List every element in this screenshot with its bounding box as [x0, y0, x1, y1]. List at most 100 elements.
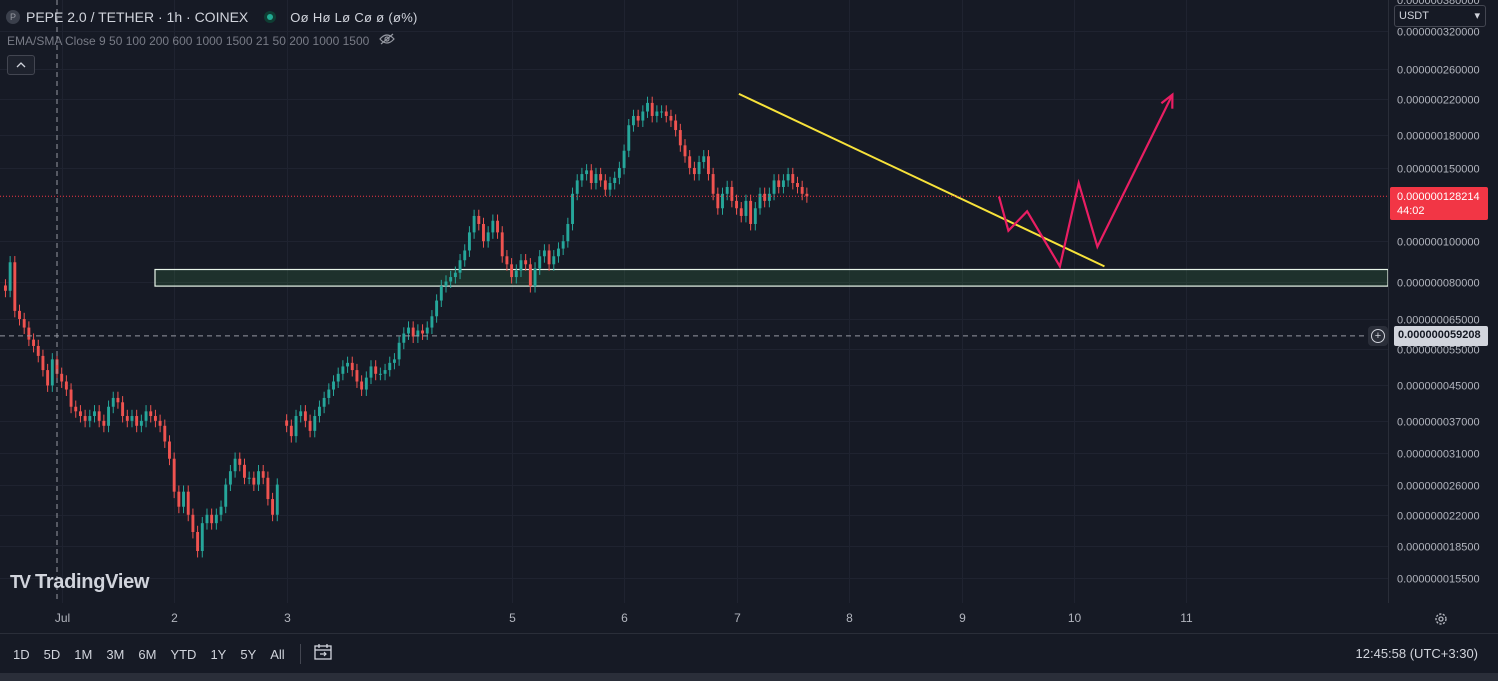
candle-body [219, 506, 223, 515]
candle-body [636, 115, 640, 121]
candle-body [3, 285, 7, 291]
candle-body [683, 145, 687, 157]
price-axis: 0.000000320000 0.000000260000 0.0000002200… [1388, 0, 1498, 633]
candle-body [200, 523, 204, 552]
price-chart[interactable]: 0.000000320000 0.000000260000 0.0000002200… [0, 0, 1498, 633]
candle-body [299, 411, 303, 417]
candle-body [210, 514, 214, 524]
candle-body [238, 458, 242, 465]
price-tick-label: 0.000000065000 [1397, 315, 1480, 327]
candle-body [36, 345, 40, 356]
add-alert-button[interactable]: + [1368, 326, 1388, 346]
candle-body [589, 170, 593, 184]
candle-body [374, 366, 378, 374]
candle-body [463, 250, 467, 261]
chevron-up-icon [16, 62, 26, 68]
candle-body [392, 359, 396, 363]
candle-body [243, 464, 246, 478]
candle-body [594, 174, 598, 184]
symbol-header[interactable]: P PEPE 2.0 / TETHER · 1h · COINEX Oø Hø … [6, 7, 418, 27]
timeframe-1d[interactable]: 1D [13, 646, 30, 662]
candle-body [74, 406, 78, 412]
candle-body [632, 115, 635, 126]
price-tick-label: 0.000000100000 [1397, 237, 1480, 249]
timeframe-1y[interactable]: 1Y [210, 646, 227, 662]
collapse-legend-button[interactable] [7, 55, 35, 75]
candle-body [702, 156, 706, 163]
candle-body [692, 167, 696, 175]
currency-select[interactable]: USDT [1394, 5, 1486, 27]
candle-body [168, 441, 171, 459]
candle-body [285, 420, 289, 426]
candle-body [346, 362, 350, 367]
time-tick-label: 9 [959, 611, 966, 625]
price-tick-label: 0.000000015500 [1397, 574, 1480, 586]
timeframe-ytd[interactable]: YTD [170, 646, 197, 662]
candle-body [510, 264, 514, 278]
candle-body [196, 531, 200, 552]
candle-body [378, 373, 382, 375]
candle-body [641, 111, 645, 121]
candle-body [93, 411, 96, 417]
candle-body [575, 180, 579, 194]
candle-body [542, 250, 546, 257]
candle-body [402, 333, 406, 343]
candle-body [781, 180, 785, 187]
indicator-label[interactable]: EMA/SMA Close 9 50 100 200 600 1000 1500… [7, 33, 370, 48]
calendar-goto-icon[interactable] [307, 643, 339, 666]
candle-body [580, 174, 584, 181]
brand-name: TradingView [35, 571, 150, 593]
candle-body [327, 389, 331, 398]
candle-body [247, 477, 251, 479]
candle-body [664, 111, 668, 116]
candle-body [383, 370, 387, 374]
timeframe-3m[interactable]: 3M [106, 646, 125, 662]
candle-body [472, 215, 476, 233]
time-tick-label: 11 [1180, 611, 1193, 625]
candle-body [97, 411, 101, 421]
candle-body [8, 262, 12, 291]
time-tick-label: 8 [846, 611, 853, 625]
timeframe-all[interactable]: All [270, 646, 285, 662]
candle-body [561, 241, 565, 249]
candle-body [369, 366, 373, 378]
tradingview-logo[interactable]: TV TradingView [10, 571, 149, 594]
bottom-toolbar: 1D 5D 1M 3M 6M YTD 1Y 5Y All 12:45:58 (UTC+3:30) [0, 633, 1498, 674]
candle-body [622, 150, 626, 168]
candle-body [786, 174, 790, 181]
candle-body [458, 260, 462, 273]
candle-body [172, 458, 176, 492]
crosshair-price-tag: 0.000000059208 [1394, 326, 1488, 346]
candle-body [205, 514, 209, 524]
candle-body [13, 262, 17, 311]
timeframe-5y[interactable]: 5Y [240, 646, 257, 662]
candle-body [125, 416, 129, 421]
candle-body [566, 223, 570, 242]
candle-body [453, 272, 457, 278]
gear-icon[interactable] [1433, 611, 1449, 631]
price-tick-label: 0.000000026000 [1397, 481, 1480, 493]
candle-body [186, 491, 190, 515]
support-zone [154, 268, 1389, 287]
price-tick-label: 0.000000031000 [1397, 449, 1480, 461]
candle-body [505, 256, 509, 265]
timeframe-1m[interactable]: 1M [74, 646, 93, 662]
candle-body [271, 499, 275, 515]
timeframe-5d[interactable]: 5D [43, 646, 61, 662]
candle-body [163, 425, 167, 442]
indicator-legend[interactable]: EMA/SMA Close 9 50 100 200 600 1000 1500… [7, 33, 396, 48]
price-tick-label: 0.000000045000 [1397, 381, 1480, 393]
clock-timezone[interactable]: 12:45:58 (UTC+3:30) [1355, 646, 1478, 661]
projection-arrowhead [1160, 92, 1174, 109]
candle-body [116, 397, 120, 403]
price-tick-label: 0.000000055000 [1397, 345, 1480, 357]
candle-body [599, 174, 603, 181]
eye-crossed-icon[interactable] [379, 33, 396, 48]
candle-body [482, 223, 485, 242]
candle-body [275, 484, 279, 515]
support-zone-rect [154, 268, 1389, 287]
symbol-title[interactable]: PEPE 2.0 / TETHER · 1h · COINEX [26, 9, 249, 25]
candle-body [224, 484, 228, 507]
candle-body [557, 248, 560, 257]
timeframe-6m[interactable]: 6M [138, 646, 157, 662]
